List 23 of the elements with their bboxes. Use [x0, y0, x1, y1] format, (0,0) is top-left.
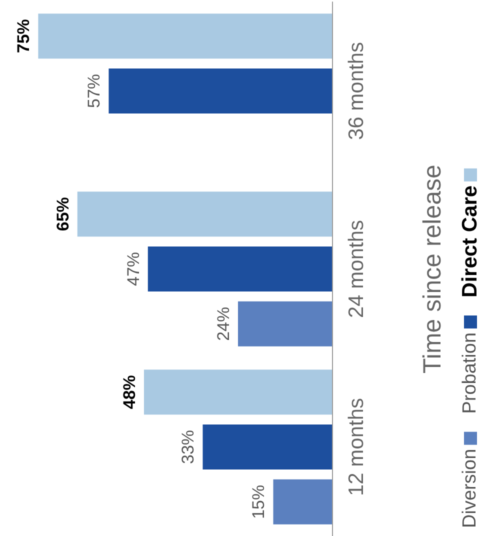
data-label: 57%	[84, 74, 104, 108]
bar	[38, 14, 332, 59]
data-label: 65%	[53, 197, 72, 232]
legend-label: Direct Care	[458, 185, 482, 298]
legend-label: Diversion	[460, 448, 480, 528]
bar	[273, 479, 332, 524]
legend-label: Probation	[460, 332, 480, 414]
bar	[77, 192, 332, 237]
data-label: 33%	[178, 430, 198, 464]
bar	[238, 301, 332, 346]
y-tick-label: 24 months	[345, 220, 368, 318]
bar	[144, 370, 332, 415]
y-tick-label: 12 months	[345, 398, 368, 496]
bar	[148, 246, 332, 292]
data-label: 47%	[124, 252, 143, 286]
data-label: 24%	[214, 306, 233, 341]
y-tick-label: 36 months	[345, 42, 368, 140]
y-axis-title: Time since release	[418, 164, 446, 374]
data-label: 75%	[14, 19, 34, 54]
data-label: 15%	[249, 484, 268, 519]
bar	[202, 424, 332, 470]
bar	[108, 68, 332, 114]
data-label: 48%	[120, 375, 139, 410]
